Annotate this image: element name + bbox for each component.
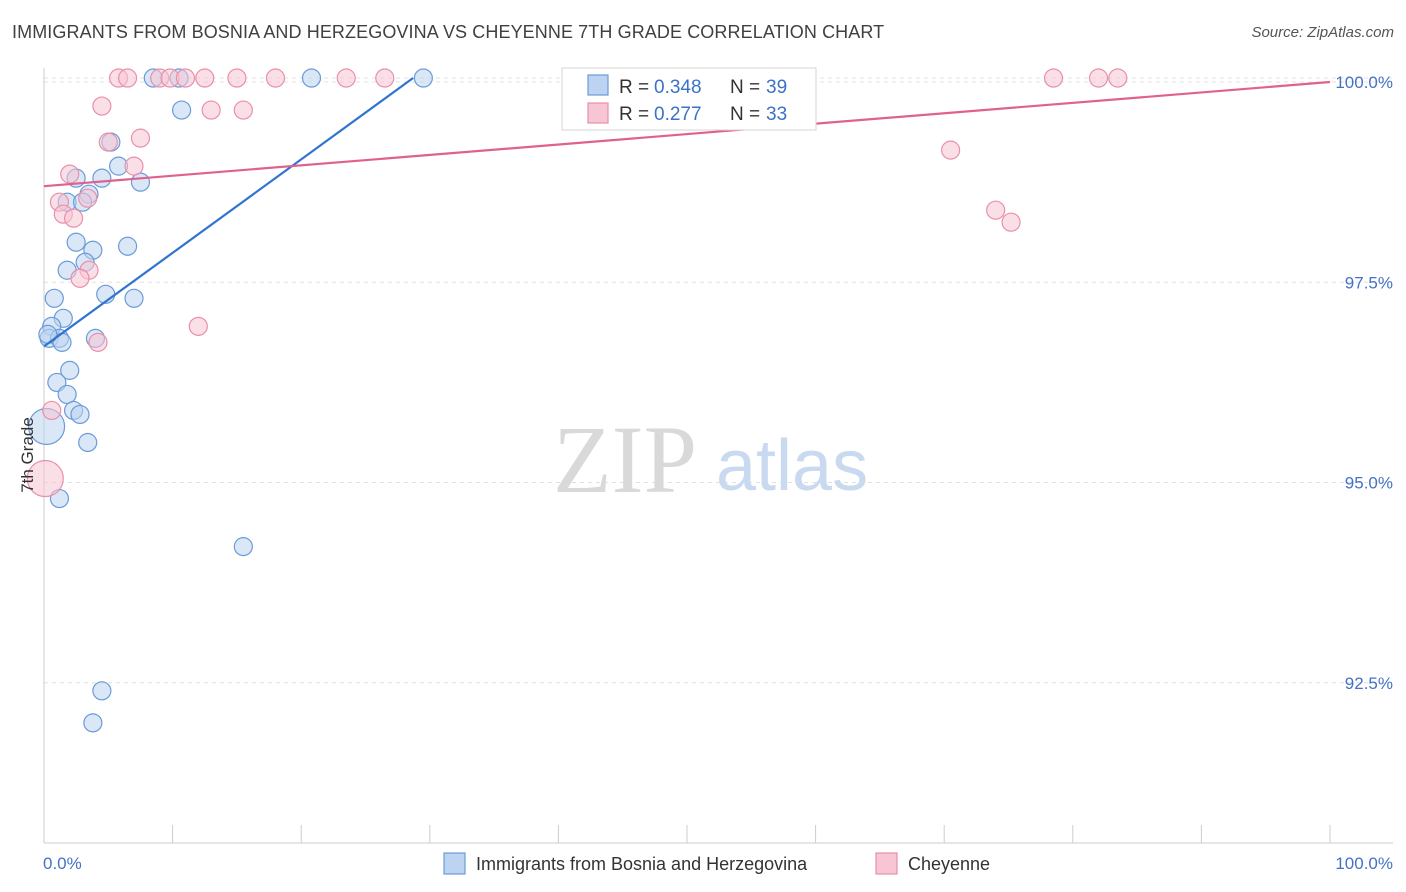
point-series-1-24: [63, 208, 84, 228]
legend-bottom-label-bosnia: Immigrants from Bosnia and Herzegovina: [476, 854, 808, 874]
point-series-1-31: [42, 400, 62, 421]
point-series-0-38: [38, 324, 58, 344]
legend-bottom-swatch-cheyenne: [875, 852, 898, 875]
point-series-1-14: [201, 100, 221, 120]
y-tick-label-3: 92.5%: [1345, 674, 1393, 693]
point-series-0-19: [124, 288, 144, 308]
legend-n-value-1: 39: [766, 77, 787, 98]
legend-bottom: Immigrants from Bosnia and Herzegovina C…: [443, 852, 990, 875]
legend-top: R = 0.348 N = 39 R = 0.277 N = 33: [561, 67, 817, 131]
x-tick-label-left: 0.0%: [43, 854, 82, 873]
data-points: [26, 68, 1128, 733]
point-series-1-10: [1043, 68, 1064, 88]
point-series-1-12: [1108, 68, 1128, 88]
point-series-0-34: [233, 537, 253, 557]
legend-r-label-2: R =: [619, 104, 649, 125]
point-series-1-20: [60, 164, 80, 184]
point-series-0-8: [92, 168, 112, 188]
point-series-1-5: [195, 68, 215, 88]
point-series-0-28: [57, 384, 77, 405]
point-series-1-1: [117, 68, 138, 88]
point-series-0-14: [117, 236, 138, 256]
point-series-1-25: [986, 200, 1006, 220]
point-series-0-4: [172, 100, 192, 120]
legend-n-label-1: N =: [730, 77, 760, 98]
point-series-1-13: [92, 96, 112, 116]
legend-n-value-2: 33: [766, 104, 787, 125]
point-series-1-11: [1088, 68, 1109, 88]
legend-swatch-cheyenne: [587, 102, 609, 124]
legend-bottom-label-cheyenne: Cheyenne: [908, 854, 990, 874]
point-series-1-32: [26, 459, 64, 498]
point-series-0-26: [60, 360, 80, 380]
point-series-1-18: [941, 140, 961, 160]
y-axis-title: 7th Grade: [18, 417, 37, 493]
point-series-0-2: [301, 68, 322, 88]
point-series-0-37: [130, 172, 151, 192]
point-series-0-17: [44, 288, 64, 308]
point-series-1-16: [130, 128, 151, 148]
point-series-1-30: [88, 332, 108, 352]
legend-r-value-1: 0.348: [654, 77, 702, 98]
trend-line-series-1: [43, 80, 1331, 188]
legend-n-label-2: N =: [730, 104, 760, 125]
point-series-0-35: [92, 681, 112, 701]
y-tick-label-1: 97.5%: [1345, 273, 1393, 292]
point-series-1-22: [78, 188, 98, 208]
point-series-1-26: [1001, 212, 1021, 232]
x-tick-label-right: 100.0%: [1335, 854, 1393, 873]
chart-source: Source: ZipAtlas.com: [1251, 24, 1394, 41]
point-series-0-36: [83, 713, 103, 733]
legend-bottom-swatch-bosnia: [443, 852, 466, 875]
legend-r-value-2: 0.277: [654, 104, 702, 125]
trend-line-series-0: [43, 77, 414, 348]
watermark: ZIP atlas: [553, 406, 868, 513]
point-series-1-6: [227, 68, 247, 88]
point-series-1-28: [70, 268, 90, 288]
watermark-zip: ZIP: [553, 406, 697, 513]
y-tick-labels: 100.0% 97.5% 95.0% 92.5%: [1335, 73, 1393, 693]
point-series-1-7: [265, 68, 286, 88]
trend-lines: [43, 77, 1331, 348]
point-series-1-29: [188, 316, 208, 336]
point-series-1-15: [233, 100, 253, 120]
chart-title: IMMIGRANTS FROM BOSNIA AND HERZEGOVINA V…: [12, 22, 885, 42]
watermark-atlas: atlas: [716, 426, 868, 506]
legend-swatch-bosnia: [587, 74, 609, 96]
y-tick-label-2: 95.0%: [1345, 474, 1393, 493]
point-series-0-3: [413, 68, 433, 88]
point-series-1-9: [375, 68, 395, 88]
legend-r-label-1: R =: [619, 77, 649, 98]
point-series-0-30: [70, 404, 90, 425]
point-series-1-8: [336, 68, 356, 88]
point-series-0-12: [66, 232, 86, 252]
axes: [43, 68, 1393, 844]
point-series-0-32: [78, 432, 98, 453]
point-series-1-4: [175, 68, 196, 88]
y-tick-label-0: 100.0%: [1335, 73, 1393, 92]
point-series-1-19: [124, 156, 144, 176]
point-series-1-17: [98, 132, 118, 152]
